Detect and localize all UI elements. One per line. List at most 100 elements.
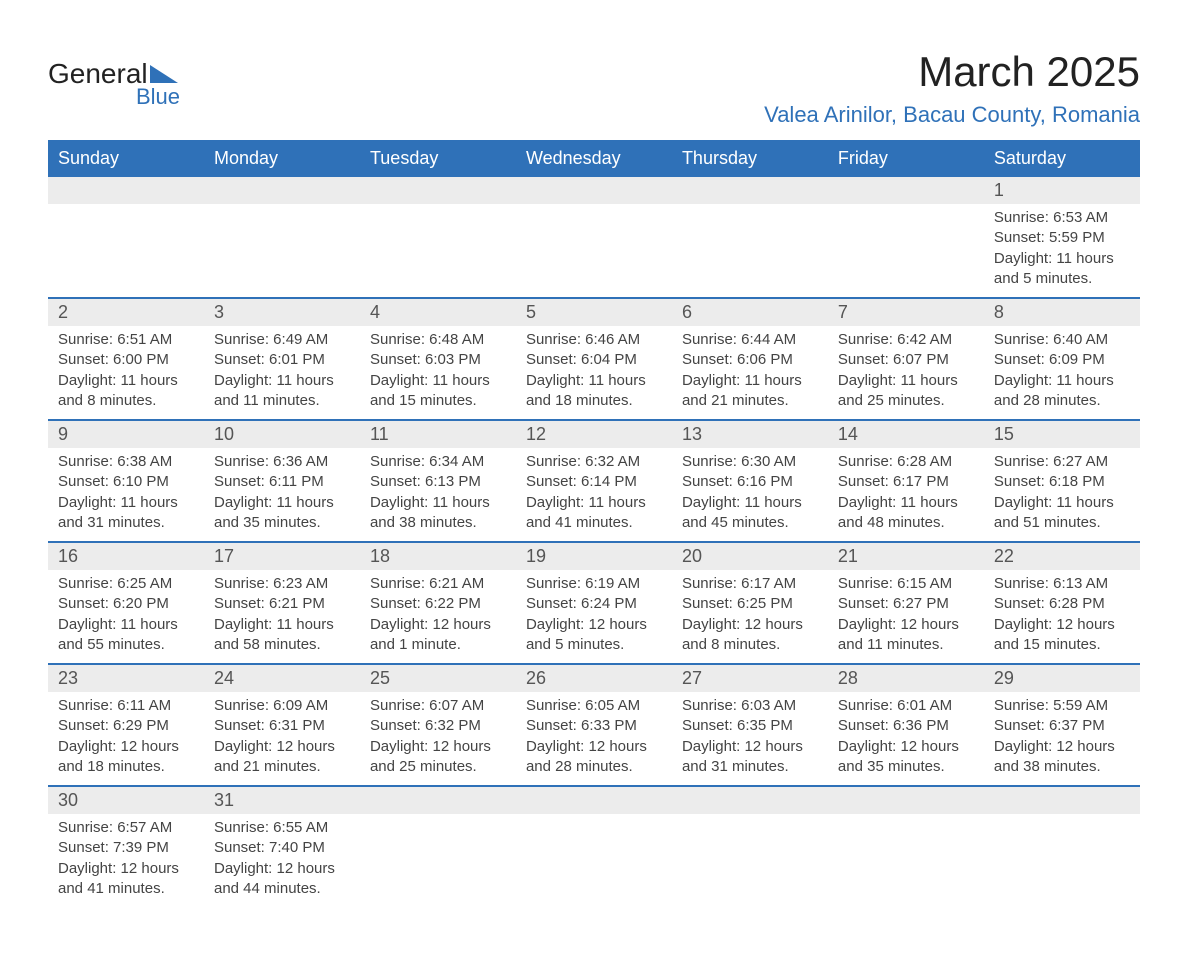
day-sr: Sunrise: 6:42 AM [838, 330, 974, 350]
day-number-cell: 7 [828, 298, 984, 326]
day-data-cell [672, 814, 828, 907]
day-sr: Sunrise: 6:34 AM [370, 452, 506, 472]
day-number: 26 [516, 665, 672, 692]
day-sr: Sunrise: 6:25 AM [58, 574, 194, 594]
day-number-cell: 31 [204, 786, 360, 814]
day-number-cell [828, 176, 984, 204]
day-number: 2 [48, 299, 204, 326]
day-data-cell: Sunrise: 6:30 AMSunset: 6:16 PMDaylight:… [672, 448, 828, 542]
day-data-cell: Sunrise: 6:48 AMSunset: 6:03 PMDaylight:… [360, 326, 516, 420]
day-data: Sunrise: 6:19 AMSunset: 6:24 PMDaylight:… [526, 574, 662, 655]
day-number: 12 [516, 421, 672, 448]
day-data: Sunrise: 6:03 AMSunset: 6:35 PMDaylight:… [682, 696, 818, 777]
weekday-header-row: SundayMondayTuesdayWednesdayThursdayFrid… [48, 141, 1140, 176]
day-dl: Daylight: 11 hours and 38 minutes. [370, 493, 506, 534]
day-number: 20 [672, 543, 828, 570]
day-data: Sunrise: 6:51 AMSunset: 6:00 PMDaylight:… [58, 330, 194, 411]
day-dl: Daylight: 12 hours and 21 minutes. [214, 737, 350, 778]
day-number-cell: 26 [516, 664, 672, 692]
day-number-cell: 1 [984, 176, 1140, 204]
day-number: 24 [204, 665, 360, 692]
day-dl: Daylight: 12 hours and 44 minutes. [214, 859, 350, 900]
day-ss: Sunset: 5:59 PM [994, 228, 1130, 248]
day-dl: Daylight: 12 hours and 11 minutes. [838, 615, 974, 656]
header: General Blue March 2025 Valea Arinilor, … [48, 48, 1140, 128]
day-dl: Daylight: 11 hours and 11 minutes. [214, 371, 350, 412]
day-data-cell: Sunrise: 6:53 AMSunset: 5:59 PMDaylight:… [984, 204, 1140, 298]
day-number-cell: 18 [360, 542, 516, 570]
title-block: March 2025 Valea Arinilor, Bacau County,… [764, 48, 1140, 128]
day-dl: Daylight: 11 hours and 15 minutes. [370, 371, 506, 412]
day-data-cell: Sunrise: 6:27 AMSunset: 6:18 PMDaylight:… [984, 448, 1140, 542]
day-data: Sunrise: 6:49 AMSunset: 6:01 PMDaylight:… [214, 330, 350, 411]
day-number: 16 [48, 543, 204, 570]
day-ss: Sunset: 6:24 PM [526, 594, 662, 614]
day-number: 6 [672, 299, 828, 326]
day-data-cell: Sunrise: 6:57 AMSunset: 7:39 PMDaylight:… [48, 814, 204, 907]
day-sr: Sunrise: 6:30 AM [682, 452, 818, 472]
day-data: Sunrise: 6:48 AMSunset: 6:03 PMDaylight:… [370, 330, 506, 411]
day-dl: Daylight: 12 hours and 15 minutes. [994, 615, 1130, 656]
day-dl: Daylight: 12 hours and 31 minutes. [682, 737, 818, 778]
day-data-cell: Sunrise: 6:11 AMSunset: 6:29 PMDaylight:… [48, 692, 204, 786]
day-number-cell: 17 [204, 542, 360, 570]
day-dl: Daylight: 11 hours and 51 minutes. [994, 493, 1130, 534]
day-number-cell: 9 [48, 420, 204, 448]
day-data: Sunrise: 6:05 AMSunset: 6:33 PMDaylight:… [526, 696, 662, 777]
day-data: Sunrise: 6:40 AMSunset: 6:09 PMDaylight:… [994, 330, 1130, 411]
day-data-cell [516, 204, 672, 298]
day-data-cell: Sunrise: 6:44 AMSunset: 6:06 PMDaylight:… [672, 326, 828, 420]
day-ss: Sunset: 6:14 PM [526, 472, 662, 492]
day-data-cell [672, 204, 828, 298]
day-number-cell: 28 [828, 664, 984, 692]
day-number-cell [828, 786, 984, 814]
day-ss: Sunset: 6:18 PM [994, 472, 1130, 492]
day-data: Sunrise: 6:13 AMSunset: 6:28 PMDaylight:… [994, 574, 1130, 655]
day-ss: Sunset: 6:28 PM [994, 594, 1130, 614]
day-sr: Sunrise: 6:13 AM [994, 574, 1130, 594]
day-data: Sunrise: 6:28 AMSunset: 6:17 PMDaylight:… [838, 452, 974, 533]
day-dl: Daylight: 12 hours and 5 minutes. [526, 615, 662, 656]
day-ss: Sunset: 6:09 PM [994, 350, 1130, 370]
day-number-cell: 11 [360, 420, 516, 448]
day-sr: Sunrise: 6:19 AM [526, 574, 662, 594]
day-data-cell: Sunrise: 6:32 AMSunset: 6:14 PMDaylight:… [516, 448, 672, 542]
day-number-cell [204, 176, 360, 204]
logo: General Blue [48, 48, 180, 110]
day-ss: Sunset: 6:13 PM [370, 472, 506, 492]
day-data-cell [204, 204, 360, 298]
day-ss: Sunset: 6:16 PM [682, 472, 818, 492]
day-data-cell: Sunrise: 6:40 AMSunset: 6:09 PMDaylight:… [984, 326, 1140, 420]
day-number-cell [48, 176, 204, 204]
day-number: 25 [360, 665, 516, 692]
day-sr: Sunrise: 6:46 AM [526, 330, 662, 350]
day-data: Sunrise: 6:25 AMSunset: 6:20 PMDaylight:… [58, 574, 194, 655]
day-number-cell [516, 176, 672, 204]
day-data: Sunrise: 6:57 AMSunset: 7:39 PMDaylight:… [58, 818, 194, 899]
day-data-cell: Sunrise: 6:55 AMSunset: 7:40 PMDaylight:… [204, 814, 360, 907]
day-number-cell [672, 786, 828, 814]
day-data-cell [360, 814, 516, 907]
day-dl: Daylight: 12 hours and 41 minutes. [58, 859, 194, 900]
day-sr: Sunrise: 6:07 AM [370, 696, 506, 716]
day-ss: Sunset: 6:01 PM [214, 350, 350, 370]
day-sr: Sunrise: 6:49 AM [214, 330, 350, 350]
day-sr: Sunrise: 6:51 AM [58, 330, 194, 350]
day-sr: Sunrise: 6:03 AM [682, 696, 818, 716]
day-ss: Sunset: 6:11 PM [214, 472, 350, 492]
day-data: Sunrise: 6:36 AMSunset: 6:11 PMDaylight:… [214, 452, 350, 533]
day-sr: Sunrise: 6:17 AM [682, 574, 818, 594]
daynum-row: 9101112131415 [48, 420, 1140, 448]
day-ss: Sunset: 7:39 PM [58, 838, 194, 858]
day-data-cell [828, 204, 984, 298]
day-sr: Sunrise: 6:36 AM [214, 452, 350, 472]
day-data-cell: Sunrise: 6:38 AMSunset: 6:10 PMDaylight:… [48, 448, 204, 542]
weekday-header: Tuesday [360, 141, 516, 176]
day-dl: Daylight: 11 hours and 8 minutes. [58, 371, 194, 412]
day-sr: Sunrise: 6:15 AM [838, 574, 974, 594]
daydata-row: Sunrise: 6:57 AMSunset: 7:39 PMDaylight:… [48, 814, 1140, 907]
day-ss: Sunset: 6:04 PM [526, 350, 662, 370]
day-data: Sunrise: 6:34 AMSunset: 6:13 PMDaylight:… [370, 452, 506, 533]
day-data-cell: Sunrise: 6:34 AMSunset: 6:13 PMDaylight:… [360, 448, 516, 542]
daydata-row: Sunrise: 6:53 AMSunset: 5:59 PMDaylight:… [48, 204, 1140, 298]
